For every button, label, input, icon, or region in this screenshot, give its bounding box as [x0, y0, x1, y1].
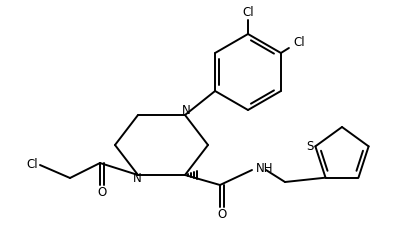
Text: O: O	[97, 185, 107, 198]
Text: S: S	[307, 140, 314, 153]
Text: Cl: Cl	[26, 159, 38, 172]
Text: N: N	[133, 173, 141, 185]
Text: N: N	[182, 104, 190, 118]
Text: NH: NH	[256, 163, 273, 175]
Text: Cl: Cl	[242, 6, 254, 20]
Text: O: O	[217, 208, 227, 220]
Text: Cl: Cl	[293, 35, 305, 49]
